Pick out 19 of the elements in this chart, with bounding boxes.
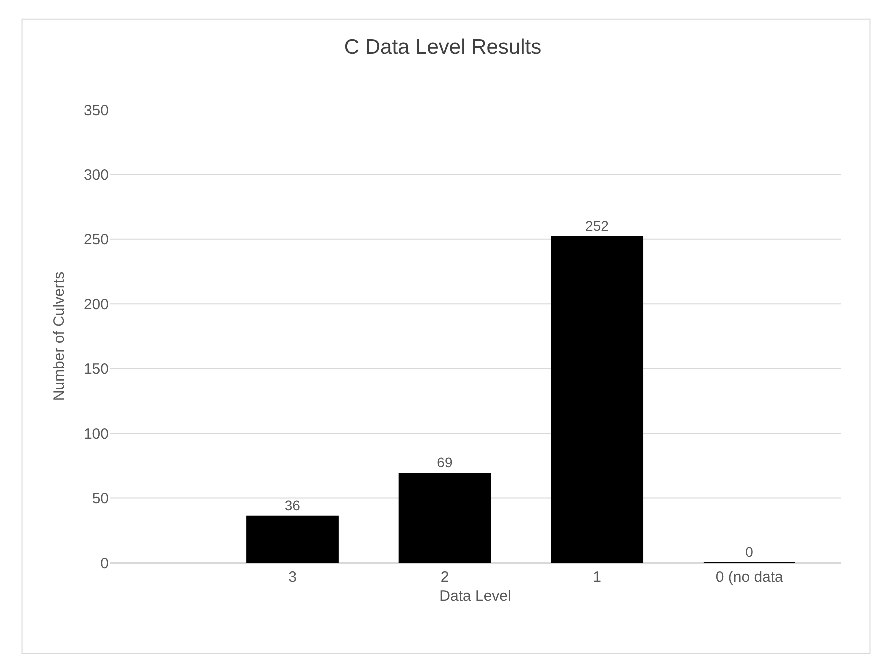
y-tick-label: 150 bbox=[84, 361, 109, 378]
data-label: 0 bbox=[746, 544, 754, 560]
y-tick-label: 0 bbox=[100, 555, 109, 572]
data-label: 36 bbox=[284, 497, 301, 514]
data-label: 252 bbox=[586, 218, 610, 234]
y-tick-label: 100 bbox=[84, 426, 109, 443]
y-axis-title: Number of Culverts bbox=[51, 272, 68, 402]
x-tick-label: 1 bbox=[593, 569, 602, 586]
y-tick-label: 350 bbox=[84, 102, 109, 120]
y-tick-label: 50 bbox=[92, 490, 109, 508]
y-tick-label: 200 bbox=[84, 296, 109, 314]
y-tick-label: 250 bbox=[84, 232, 109, 249]
x-axis-title: Data Level bbox=[440, 588, 512, 605]
x-tick-label: 3 bbox=[288, 569, 297, 586]
x-tick-label: 2 bbox=[440, 569, 450, 586]
y-tick-label: 300 bbox=[84, 166, 109, 184]
chart-title: C Data Level Results bbox=[344, 36, 542, 60]
x-tick-label: 0 (no data bbox=[716, 569, 784, 586]
data-label: 69 bbox=[437, 454, 453, 471]
